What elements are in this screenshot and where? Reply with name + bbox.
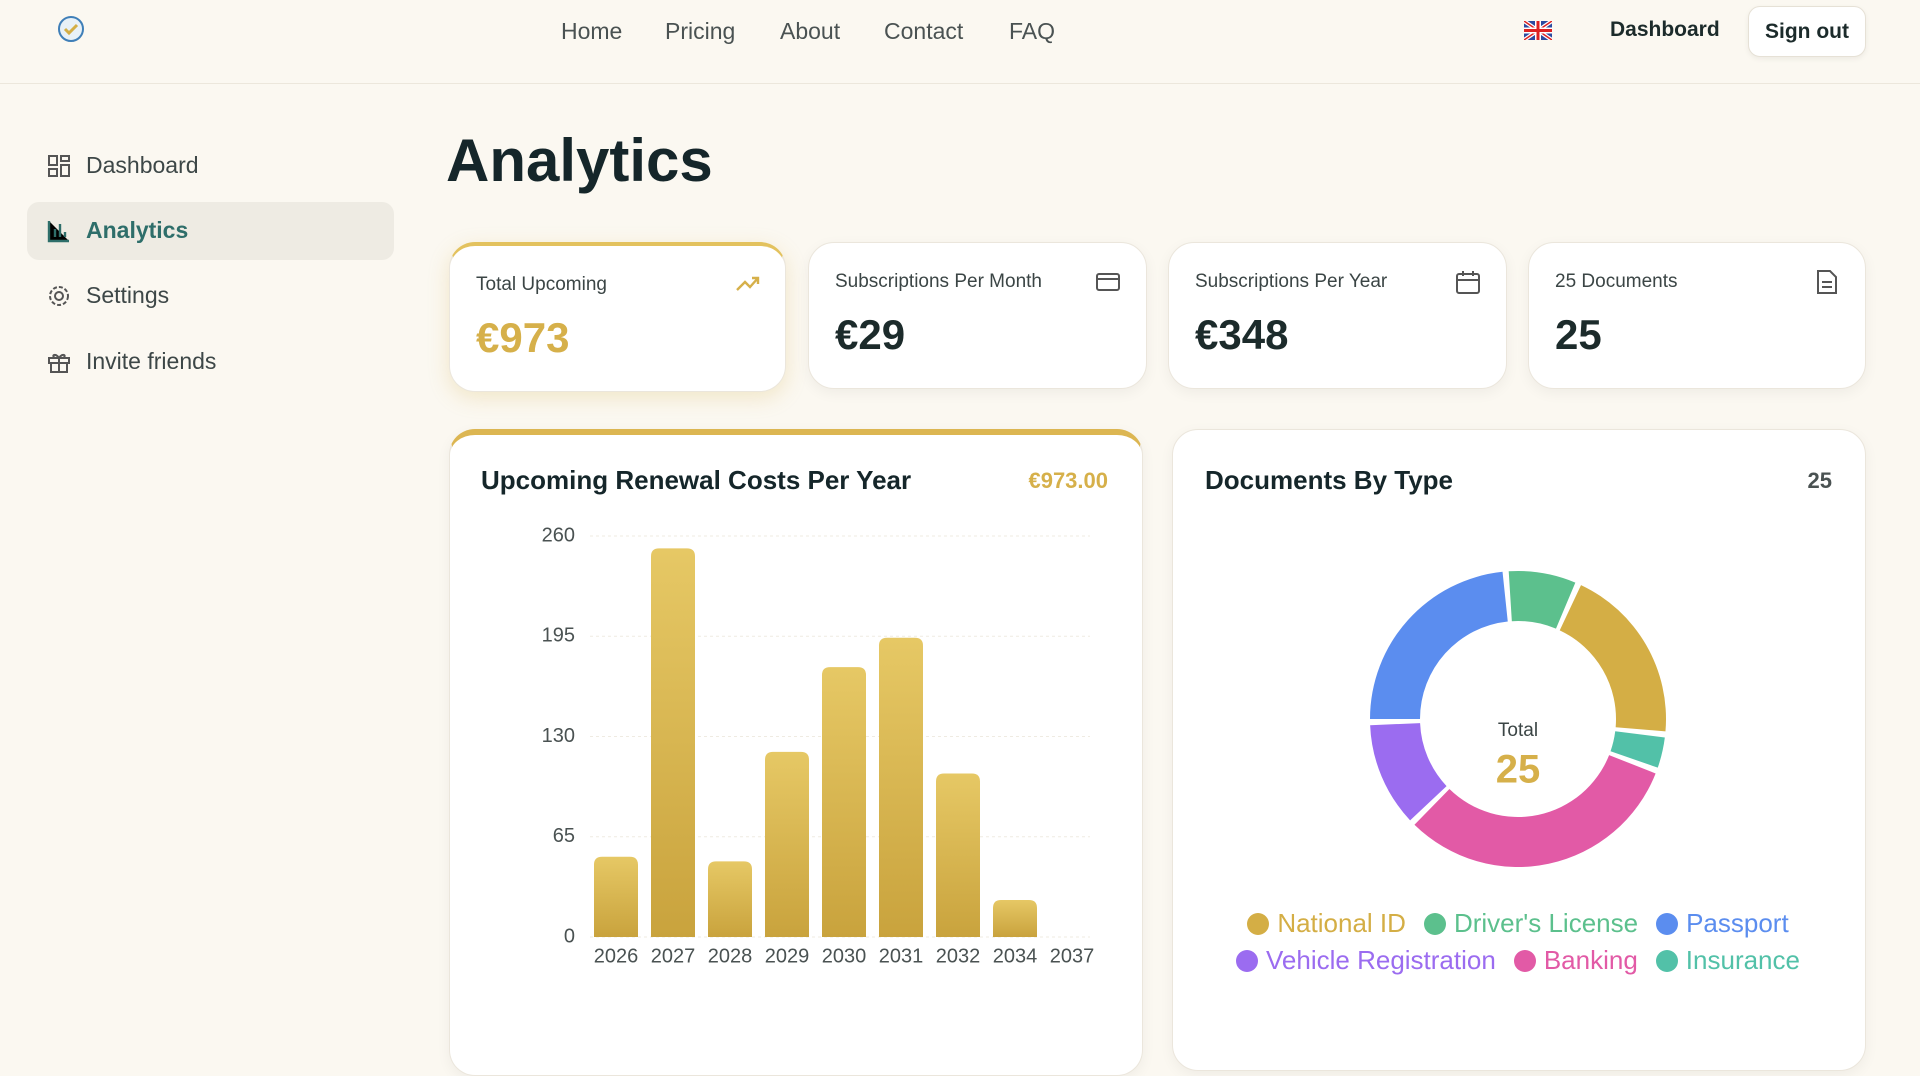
stat-icon [736, 276, 760, 291]
bar [708, 861, 752, 937]
legend-label: Banking [1543, 945, 1638, 975]
stat-label: 25 Documents [1555, 271, 1678, 292]
x-tick-label: 2031 [879, 945, 924, 967]
nav-dashboard[interactable]: Dashboard [1610, 18, 1720, 41]
legend-label: Vehicle Registration [1266, 945, 1496, 975]
stat-value: €348 [1195, 311, 1289, 358]
legend-item[interactable]: Passport [1656, 908, 1789, 939]
sidebar-icon [47, 221, 69, 243]
y-tick-label: 195 [542, 625, 575, 647]
top-nav: Home Pricing About Contact FAQ Dashboard… [0, 0, 1920, 84]
x-tick-label: 2027 [651, 945, 696, 967]
legend-label: Insurance [1685, 945, 1800, 975]
stat-icon [1456, 271, 1480, 294]
stat-value: €29 [835, 311, 906, 358]
y-tick-label: 130 [542, 725, 575, 747]
sidebar-item[interactable]: Dashboard [86, 152, 199, 178]
pie-slice [1370, 723, 1447, 821]
pie-slice [1508, 571, 1576, 629]
pie-slice [1559, 585, 1666, 732]
sidebar-icon [49, 286, 69, 306]
y-tick-label: 260 [542, 524, 575, 546]
stat-card: Total Upcoming €973 [449, 242, 786, 392]
x-tick-label: 2037 [1050, 945, 1095, 967]
legend-item[interactable]: Vehicle Registration [1236, 945, 1496, 976]
pie-center-value: 25 [1496, 748, 1541, 792]
sign-out-button[interactable]: Sign out [1748, 6, 1866, 57]
x-tick-label: 2029 [765, 945, 810, 967]
nav-link[interactable]: FAQ [1009, 18, 1056, 44]
logo[interactable] [56, 14, 86, 44]
page-title: Analytics [446, 127, 713, 194]
nav-link[interactable]: Contact [884, 18, 964, 44]
language-flag[interactable] [1524, 21, 1552, 40]
pie-slice [1370, 571, 1508, 719]
stat-value: 25 [1555, 311, 1602, 358]
stat-card: Subscriptions Per Year €348 [1168, 242, 1507, 389]
bar [765, 751, 809, 937]
legend-swatch [1656, 913, 1679, 935]
chart-count: 25 [1808, 468, 1832, 493]
legend-swatch [1247, 913, 1270, 935]
x-tick-label: 2032 [936, 945, 981, 967]
bar [879, 637, 923, 937]
stat-card: Subscriptions Per Month €29 [808, 242, 1147, 389]
legend-item[interactable]: Driver's License [1423, 908, 1639, 939]
sidebar-item[interactable]: Invite friends [86, 348, 217, 374]
sidebar-active-bg [27, 202, 394, 260]
stat-card: 25 Documents 25 [1528, 242, 1866, 389]
stat-icon [1096, 273, 1120, 291]
chart-title: Documents By Type [1205, 465, 1453, 495]
bar [594, 856, 638, 937]
pie-center-label: Total [1498, 720, 1538, 741]
legend: National ID Driver's License Passport Vehic… [1200, 908, 1836, 976]
bar [822, 667, 866, 937]
pie-slice [1414, 755, 1656, 868]
legend-swatch [1236, 950, 1259, 972]
x-tick-label: 2026 [594, 945, 639, 967]
bar [993, 899, 1037, 937]
chart-total: €973.00 [1028, 468, 1108, 493]
legend-swatch [1423, 913, 1446, 935]
sidebar-icon [48, 353, 70, 373]
x-tick-label: 2034 [993, 945, 1038, 967]
nav-link[interactable]: Pricing [665, 18, 736, 44]
sidebar-item[interactable]: Analytics [86, 217, 189, 243]
bar [936, 773, 980, 937]
chart-title: Upcoming Renewal Costs Per Year [481, 465, 911, 495]
stat-label: Subscriptions Per Year [1195, 271, 1388, 292]
bar [651, 548, 695, 937]
legend-label: Driver's License [1453, 908, 1639, 938]
x-tick-label: 2030 [822, 945, 867, 967]
legend-swatch [1513, 950, 1536, 972]
stat-label: Subscriptions Per Month [835, 271, 1042, 292]
y-tick-label: 65 [553, 825, 575, 847]
nav-link[interactable]: About [780, 18, 841, 44]
legend-label: National ID [1277, 908, 1406, 938]
legend-item[interactable]: Banking [1513, 945, 1638, 976]
legend-item[interactable]: Insurance [1655, 945, 1800, 976]
pie-slice [1610, 731, 1665, 768]
legend-item[interactable]: National ID [1247, 908, 1406, 939]
sidebar-icon [48, 155, 70, 177]
charts: Upcoming Renewal Costs Per Year €973.00 0 6… [481, 465, 1832, 967]
stat-icon [1817, 270, 1837, 294]
sidebar-item[interactable]: Settings [86, 282, 170, 308]
nav-link[interactable]: Home [561, 18, 623, 44]
stat-value: €973 [476, 314, 570, 361]
legend-label: Passport [1686, 908, 1789, 938]
legend-swatch [1655, 950, 1678, 972]
y-tick-label: 0 [564, 925, 575, 947]
stat-label: Total Upcoming [476, 274, 607, 295]
x-tick-label: 2028 [708, 945, 753, 967]
